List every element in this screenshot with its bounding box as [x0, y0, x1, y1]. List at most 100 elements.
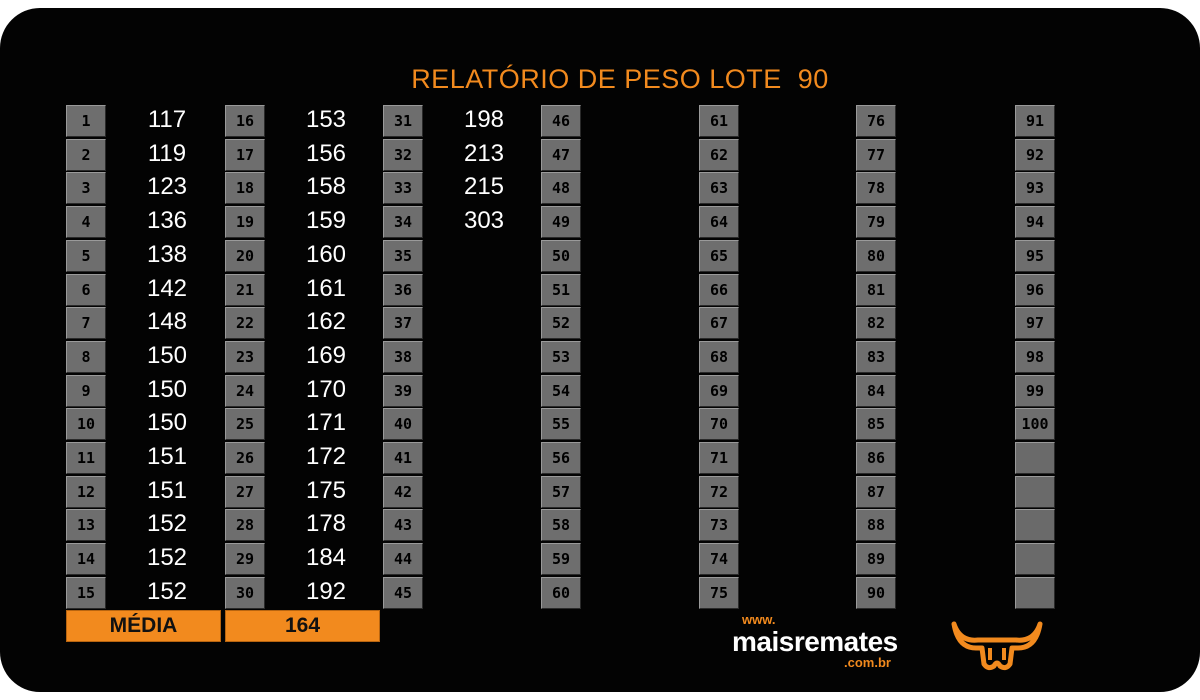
table-row: 49 — [541, 206, 701, 240]
animal-number-cell: 99 — [1015, 374, 1055, 407]
table-row: 59 — [541, 543, 701, 577]
report-board — [0, 8, 1200, 692]
weight-value: 215 — [463, 173, 505, 201]
table-row: 85 — [856, 408, 1016, 442]
table-row: 37 — [383, 307, 543, 341]
animal-number-cell: 72 — [699, 475, 739, 508]
table-row — [1015, 543, 1175, 577]
animal-number-cell: 16 — [225, 105, 265, 137]
table-row: 95 — [1015, 239, 1175, 274]
table-row: 77 — [856, 138, 1016, 173]
weight-value: 153 — [305, 106, 347, 133]
weight-value: 119 — [147, 139, 187, 167]
table-row: 65 — [699, 239, 859, 274]
animal-number-cell: 55 — [541, 408, 581, 441]
animal-number-cell: 40 — [383, 408, 423, 441]
table-row: 30 192 — [225, 576, 385, 611]
bull-head-icon — [951, 621, 1043, 671]
animal-number-cell: 10 — [66, 408, 106, 441]
logo-domain: .com.br — [844, 655, 891, 670]
animal-number-cell: 15 — [66, 576, 106, 609]
animal-number-cell: 50 — [541, 239, 581, 272]
table-row: 43 — [383, 509, 543, 543]
animal-number-cell: 73 — [699, 509, 739, 542]
table-row: 42 — [383, 475, 543, 510]
table-row: 39 — [383, 374, 543, 409]
table-row: 11 151 — [66, 442, 226, 476]
animal-number-cell: 81 — [856, 273, 896, 306]
table-row: 10 150 — [66, 408, 226, 442]
weight-value: 192 — [305, 577, 347, 605]
table-row: 3 123 — [66, 172, 226, 206]
animal-number-cell: 38 — [383, 340, 423, 373]
logo-www: www. — [742, 612, 776, 627]
animal-number-cell: 59 — [541, 543, 581, 576]
table-row: 44 — [383, 543, 543, 577]
table-row: 87 — [856, 475, 1016, 510]
animal-number-cell: 92 — [1015, 138, 1055, 171]
weight-value: 172 — [305, 443, 347, 470]
weight-value: 152 — [146, 544, 188, 572]
weight-value: 169 — [305, 341, 347, 369]
table-row: 12 151 — [66, 475, 226, 510]
weight-value: 150 — [146, 409, 188, 437]
table-row: 46 — [541, 105, 701, 139]
animal-number-cell: 61 — [699, 105, 739, 137]
animal-number-cell: 56 — [541, 442, 581, 474]
animal-number-cell: 21 — [225, 273, 265, 306]
animal-number-cell: 68 — [699, 340, 739, 373]
table-row — [1015, 442, 1175, 476]
table-row: 69 — [699, 374, 859, 409]
weight-value: 178 — [305, 510, 347, 538]
animal-number-cell: 34 — [383, 206, 423, 239]
table-row: 21 161 — [225, 273, 385, 308]
report-title: RELATÓRIO DE PESO LOTE 90 — [411, 64, 829, 94]
animal-number-cell: 54 — [541, 374, 581, 407]
weight-value: 136 — [146, 207, 188, 235]
weight-value: 303 — [463, 207, 505, 235]
table-row: 36 — [383, 273, 543, 308]
animal-number-cell: 14 — [66, 543, 106, 576]
table-row: 50 — [541, 239, 701, 274]
animal-number-cell: 28 — [225, 509, 265, 542]
table-row: 88 — [856, 509, 1016, 543]
table-row: 76 — [856, 105, 1016, 139]
animal-number-cell: 36 — [383, 273, 423, 306]
animal-number-cell: 71 — [699, 442, 739, 474]
animal-number-cell: 47 — [541, 138, 581, 171]
animal-number-cell: 66 — [699, 273, 739, 306]
table-row: 62 — [699, 138, 859, 173]
table-row: 51 — [541, 273, 701, 308]
animal-number-cell: 39 — [383, 374, 423, 407]
table-row: 29 184 — [225, 543, 385, 577]
animal-number-cell — [1015, 509, 1055, 542]
animal-number-cell: 7 — [66, 307, 106, 340]
table-row: 23 169 — [225, 340, 385, 375]
animal-number-cell: 18 — [225, 172, 265, 205]
table-row: 100 — [1015, 408, 1175, 442]
animal-number-cell: 9 — [66, 374, 106, 407]
table-row: 24 170 — [225, 374, 385, 409]
animal-number-cell: 1 — [66, 105, 106, 137]
animal-number-cell: 96 — [1015, 273, 1055, 306]
animal-number-cell — [1015, 475, 1055, 508]
animal-number-cell: 2 — [66, 138, 106, 171]
table-row: 48 — [541, 172, 701, 206]
weight-value: 158 — [305, 173, 347, 201]
table-row: 83 — [856, 340, 1016, 375]
weight-value: 152 — [146, 577, 188, 605]
table-row: 17 156 — [225, 138, 385, 173]
logo-name: maisremates — [732, 626, 898, 657]
table-row: 93 — [1015, 172, 1175, 206]
animal-number-cell: 41 — [383, 442, 423, 474]
table-row: 66 — [699, 273, 859, 308]
weight-value: 117 — [147, 106, 187, 133]
table-row: 45 — [383, 576, 543, 611]
animal-number-cell: 11 — [66, 442, 106, 474]
animal-number-cell: 24 — [225, 374, 265, 407]
table-row: 9 150 — [66, 374, 226, 409]
animal-number-cell: 75 — [699, 576, 739, 609]
animal-number-cell: 49 — [541, 206, 581, 239]
table-row: 89 — [856, 543, 1016, 577]
